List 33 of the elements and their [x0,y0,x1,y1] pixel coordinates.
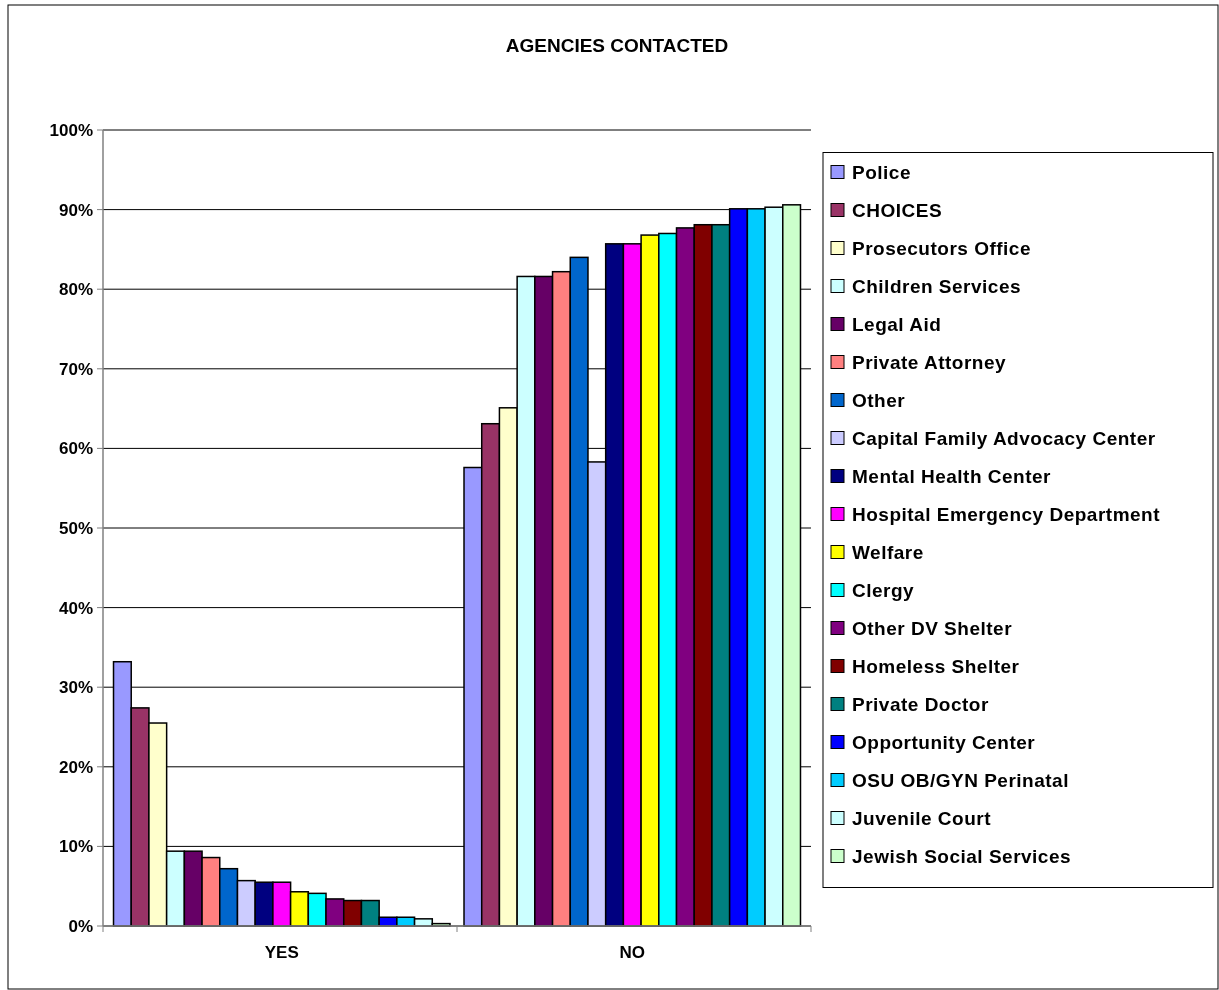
legend-label: Homeless Shelter [852,656,1020,678]
y-tick-label: 100% [49,120,93,140]
y-tick-label: 60% [58,439,93,459]
y-tick-label: 40% [58,598,93,618]
y-tick-label: 90% [58,200,93,220]
legend-label: Prosecutors Office [852,238,1031,260]
legend-label: Police [852,162,911,184]
legend-label: Legal Aid [852,314,942,336]
legend-label: Juvenile Court [852,808,992,830]
legend-label: CHOICES [852,200,943,222]
legend-label: Clergy [852,580,915,602]
y-tick-label: 10% [58,837,93,857]
legend-label: Welfare [852,542,924,564]
legend-label: Children Services [852,276,1022,298]
legend-label: Capital Family Advocacy Center [852,428,1156,450]
legend-label: Other DV Shelter [852,618,1013,640]
legend-label: Opportunity Center [852,732,1036,754]
legend-label: Hospital Emergency Department [852,504,1161,526]
legend-label: Jewish Social Services [852,846,1072,868]
y-tick-label: 70% [58,359,93,379]
y-tick-label: 20% [58,757,93,777]
y-tick-label: 80% [58,280,93,300]
y-tick-label: 30% [58,678,93,698]
y-tick-label: 50% [58,518,93,538]
legend-label: OSU OB/GYN Perinatal [852,770,1069,792]
x-tick-label: NO [619,943,645,962]
y-tick-label: 0% [68,916,93,936]
legend-label: Other [852,390,906,412]
legend-label: Mental Health Center [852,466,1052,488]
chart-title: AGENCIES CONTACTED [505,35,729,56]
legend-label: Private Attorney [852,352,1007,374]
legend-label: Private Doctor [852,694,989,716]
x-tick-label: YES [264,943,299,962]
